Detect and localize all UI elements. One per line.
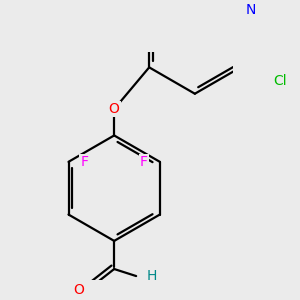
Text: N: N [246, 3, 256, 17]
Text: H: H [147, 269, 157, 283]
Text: O: O [74, 283, 85, 297]
Text: O: O [109, 102, 120, 116]
Text: Cl: Cl [274, 74, 287, 88]
Text: F: F [80, 155, 88, 169]
Text: F: F [140, 155, 148, 169]
